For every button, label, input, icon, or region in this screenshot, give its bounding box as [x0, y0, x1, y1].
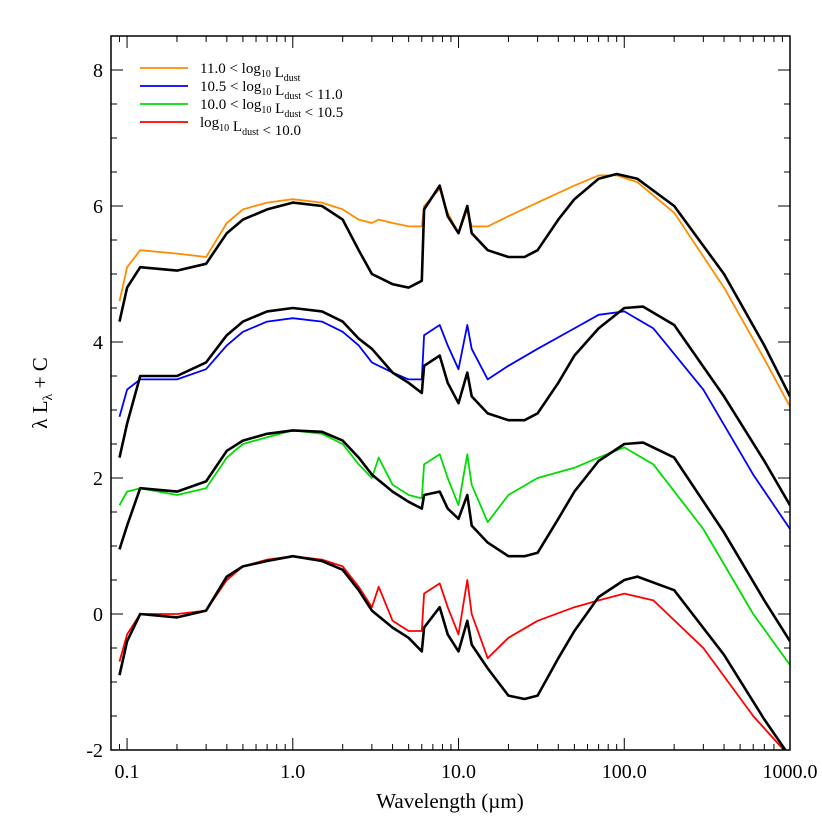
x-axis-title: Wavelength (µm) [376, 789, 523, 813]
y-axis-title: λ Lλ + C [28, 357, 56, 428]
plot-frame [110, 35, 791, 751]
series-line-6 [118, 429, 790, 642]
tick-layer: 0.1 1.0 10.0 100.0 1000.0 -2 0 2 4 6 8 [86, 36, 818, 783]
y-tick-label: 4 [93, 332, 103, 354]
x-tick-label: 1000.0 [763, 761, 818, 783]
series-line-7 [118, 555, 786, 750]
x-tick-label: 10.0 [441, 761, 476, 783]
x-tick-label: 1.0 [280, 761, 305, 783]
y-tick-label: 2 [93, 468, 103, 490]
y-tick-label: 6 [93, 196, 103, 218]
legend-label: 11.0 < log10 Ldust [200, 61, 301, 84]
legend-label: 10.0 < log10 Ldust < 10.5 [200, 97, 343, 121]
series-line-4 [118, 305, 790, 506]
series-line-5 [118, 429, 790, 666]
series-line-2 [118, 172, 790, 397]
x-tick-label: 100.0 [602, 761, 647, 783]
y-tick-label: -2 [86, 740, 103, 762]
y-tick-label: 8 [93, 60, 103, 82]
series-layer [118, 172, 790, 750]
y-tick-label: 0 [93, 604, 103, 626]
legend-label: 10.5 < log10 Ldust < 11.0 [200, 79, 343, 103]
legend-label: log10 Ldust < 10.0 [200, 115, 301, 139]
x-tick-label: 0.1 [115, 761, 140, 783]
series-line-8 [118, 554, 787, 750]
